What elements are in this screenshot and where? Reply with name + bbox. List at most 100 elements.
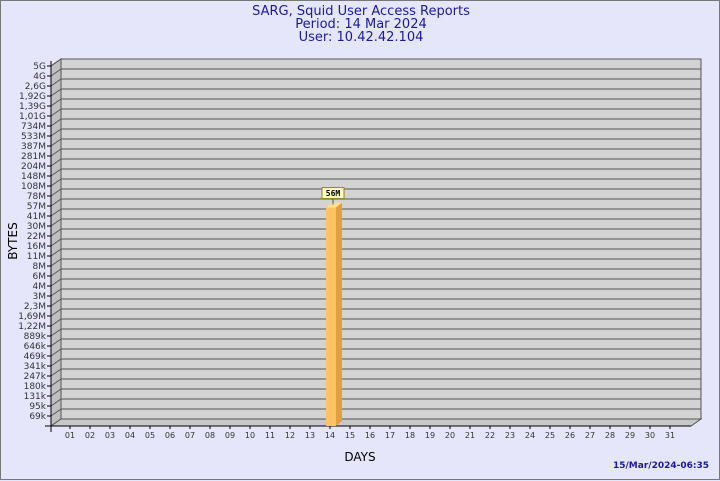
x-tick-label: 21	[465, 431, 475, 440]
y-tick-label: 22M	[27, 232, 46, 242]
x-tick-label: 22	[485, 431, 495, 440]
data-label-box	[321, 187, 345, 200]
y-tick-label: 734M	[21, 122, 46, 132]
y-tick-label: 889k	[24, 332, 47, 342]
bar-side	[336, 202, 342, 426]
gridline-depth	[50, 108, 62, 117]
gridline-depth	[50, 398, 62, 407]
y-tick-label: 204M	[21, 162, 46, 172]
y-tick-label: 57M	[27, 202, 46, 212]
x-tick-label: 31	[665, 431, 675, 440]
gridline-depth	[50, 308, 62, 317]
y-tick-label: 341k	[24, 362, 47, 372]
x-tick-label: 09	[225, 431, 235, 440]
gridline-depth	[50, 348, 62, 357]
x-tick-label: 03	[105, 431, 115, 440]
x-tick-label: 19	[425, 431, 435, 440]
x-tick-label: 27	[585, 431, 595, 440]
gridline-depth	[50, 288, 62, 297]
x-axis-label: DAYS	[344, 450, 375, 464]
x-tick-label: 15	[345, 431, 355, 440]
gridline-depth	[50, 188, 62, 197]
gridline-depth	[50, 268, 62, 277]
y-tick-label: 2,6G	[25, 82, 46, 92]
gridline-depth	[50, 58, 62, 67]
y-tick-label: 1,01G	[19, 112, 46, 122]
y-tick-label: 41M	[27, 212, 46, 222]
y-tick-label: 180k	[24, 382, 47, 392]
x-tick-label: 20	[445, 431, 455, 440]
y-tick-label: 6M	[33, 272, 47, 282]
x-tick-label: 06	[165, 431, 175, 440]
y-tick-label: 4M	[33, 282, 47, 292]
x-tick-label: 08	[205, 431, 215, 440]
x-tick-label: 23	[505, 431, 515, 440]
gridline-depth	[50, 168, 62, 177]
y-tick-label: 131k	[24, 392, 47, 402]
x-tick-label: 17	[385, 431, 395, 440]
x-tick-label: 26	[565, 431, 575, 440]
x-tick-label: 29	[625, 431, 635, 440]
y-tick-label: 5G	[33, 62, 46, 72]
gridline-depth	[50, 98, 62, 107]
gridline-depth	[50, 358, 62, 367]
gridline-depth	[50, 178, 62, 187]
gridline-depth	[50, 158, 62, 167]
x-tick-label: 14	[325, 431, 335, 440]
y-tick-label: 1,92G	[19, 92, 46, 102]
gridline-depth	[50, 318, 62, 327]
x-tick-label: 05	[145, 431, 155, 440]
y-tick-label: 533M	[21, 132, 46, 142]
chart-title: SARG, Squid User Access Reports	[252, 4, 470, 19]
y-tick-label: 4G	[33, 72, 46, 82]
gridline-depth	[50, 278, 62, 287]
y-tick-label: 78M	[27, 192, 46, 202]
gridline-depth	[50, 148, 62, 157]
x-tick-label: 10	[245, 431, 255, 440]
y-tick-label: 3M	[33, 292, 47, 302]
x-tick-label: 02	[85, 431, 95, 440]
y-tick-label: 95k	[29, 402, 46, 412]
y-tick-label: 281M	[21, 152, 46, 162]
x-tick-label: 25	[545, 431, 555, 440]
gridline-depth	[50, 238, 62, 247]
y-tick-label: 646k	[24, 342, 47, 352]
y-tick-label: 387M	[21, 142, 46, 152]
y-tick-label: 30M	[27, 222, 46, 232]
bar	[326, 207, 336, 426]
x-tick-label: 30	[645, 431, 655, 440]
gridline-depth	[50, 388, 62, 397]
x-tick-label: 16	[365, 431, 375, 440]
data-label: 56M	[326, 189, 341, 198]
x-tick-label: 12	[285, 431, 295, 440]
y-tick-label: 469k	[24, 352, 47, 362]
gridline-depth	[50, 138, 62, 147]
gridline-depth	[50, 408, 62, 417]
gridline-depth	[50, 78, 62, 87]
chart-period: Period: 14 Mar 2024	[295, 17, 427, 32]
y-tick-label: 1,39G	[19, 102, 46, 112]
x-tick-label: 04	[125, 431, 135, 440]
gridline-depth	[50, 118, 62, 127]
y-tick-label: 148M	[21, 172, 46, 182]
x-tick-label: 13	[305, 431, 315, 440]
gridline-depth	[50, 248, 62, 257]
timestamp: 15/Mar/2024-06:35	[613, 461, 709, 471]
x-tick-label: 28	[605, 431, 615, 440]
gridline-depth	[50, 228, 62, 237]
bar-top	[326, 202, 342, 208]
gridline-depth	[50, 338, 62, 347]
gridline-depth	[50, 298, 62, 307]
y-tick-label: 108M	[21, 182, 46, 192]
x-tick-label: 01	[65, 431, 75, 440]
y-tick-label: 247k	[24, 372, 47, 382]
x-tick-label: 11	[265, 431, 275, 440]
gridline-depth	[50, 208, 62, 217]
gridline-depth	[50, 368, 62, 377]
gridline-depth	[50, 218, 62, 227]
y-tick-label: 2,3M	[24, 302, 46, 312]
y-axis-label: BYTES	[6, 222, 20, 259]
y-tick-label: 1,69M	[18, 312, 46, 322]
y-tick-label: 1,22M	[18, 322, 46, 332]
